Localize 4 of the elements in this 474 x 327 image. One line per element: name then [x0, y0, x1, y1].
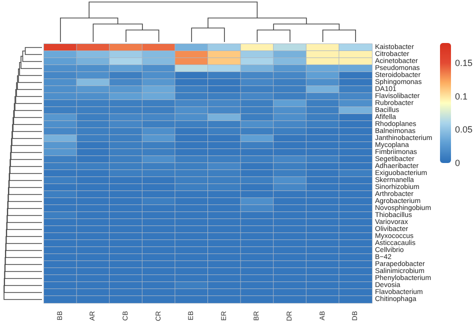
color-bar-label: 0.1 — [455, 91, 468, 102]
color-bar-label: 0 — [455, 158, 460, 168]
color-bar-label: 0.15 — [455, 58, 473, 68]
color-bar-label: 0.05 — [455, 124, 473, 135]
